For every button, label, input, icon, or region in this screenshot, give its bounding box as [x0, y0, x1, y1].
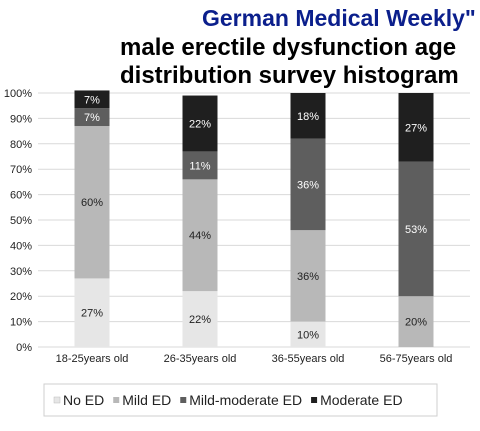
- y-tick-label: 90%: [10, 113, 32, 125]
- bar-data-label: 53%: [405, 224, 427, 236]
- y-tick-label: 50%: [10, 215, 32, 227]
- y-tick-label: 0%: [16, 342, 32, 354]
- bar-segment: [182, 291, 218, 347]
- bar-data-label: 36%: [297, 179, 319, 191]
- y-tick-label: 80%: [10, 139, 32, 151]
- legend-entry: Mild-moderate ED: [189, 392, 302, 408]
- x-category-label: 36-55years old: [272, 353, 345, 365]
- legend: No ED Mild ED Mild-moderate ED Moderate ED: [43, 383, 438, 417]
- x-category-label: 18-25years old: [56, 353, 129, 365]
- gridlines: [38, 92, 470, 348]
- bar-segment: [182, 151, 218, 180]
- bar-segment: [74, 278, 110, 347]
- bar-segment: [290, 321, 326, 347]
- bar-segment: [398, 296, 434, 347]
- bar-data-label: 27%: [81, 308, 103, 320]
- x-category-label: 26-35years old: [164, 353, 237, 365]
- bar-segment: [182, 95, 218, 152]
- bar-segment: [182, 179, 218, 292]
- bar-segment: [290, 230, 326, 322]
- bar-segment: [74, 126, 110, 279]
- bar-data-label: 27%: [405, 122, 427, 134]
- legend-entry: Mild ED: [122, 392, 171, 408]
- bar-data-label: 36%: [297, 271, 319, 283]
- y-tick-label: 40%: [10, 240, 32, 252]
- y-tick-label: 60%: [10, 190, 32, 202]
- bar-segment: [290, 93, 326, 139]
- bar-data-label: 22%: [189, 314, 211, 326]
- bar-data-label: 44%: [189, 230, 211, 242]
- bar-segment: [398, 161, 434, 297]
- bar-segment: [74, 90, 110, 109]
- legend-entry: Moderate ED: [320, 392, 402, 408]
- bar-data-label: 60%: [81, 197, 103, 209]
- legend-swatch: [113, 397, 120, 403]
- bar-segment: [398, 93, 434, 162]
- x-category-label: 56-75years old: [380, 353, 453, 365]
- bar-data-label: 10%: [297, 329, 319, 341]
- y-tick-label: 10%: [10, 317, 32, 329]
- y-tick-label: 20%: [10, 291, 32, 303]
- legend-swatch: [311, 397, 318, 403]
- bar-data-label: 18%: [297, 111, 319, 123]
- y-tick-label: 100%: [4, 88, 32, 100]
- y-tick-label: 30%: [10, 266, 32, 278]
- y-axis: 0% 10% 20% 30% 40% 50% 60% 70% 80% 90% 100%: [4, 88, 32, 354]
- legend-box: [43, 383, 438, 417]
- bar-data-label: 20%: [405, 317, 427, 329]
- bars: 27% 60% 7% 7% 22% 44% 11% 22% 10% 36% 36% 18% 20% 53%…: [74, 90, 434, 347]
- chart-title-line-2: distribution survey histogram: [120, 62, 459, 89]
- bar-data-label: 7%: [84, 112, 100, 124]
- x-axis: 18-25years old 26-35years old 36-55years o…: [56, 353, 453, 365]
- publication-title: German Medical Weekly": [202, 5, 476, 31]
- bar-segment: [74, 108, 110, 127]
- legend-swatch: [53, 396, 61, 404]
- y-tick-label: 70%: [10, 164, 32, 176]
- bar-data-label: 7%: [84, 94, 100, 106]
- bar-data-label: 11%: [189, 160, 210, 172]
- legend-entry: No ED: [63, 392, 104, 408]
- bar-data-label: 22%: [189, 118, 211, 130]
- bar-segment: [290, 138, 326, 231]
- chart-title-line-1: male erectile dysfunction age: [120, 34, 456, 61]
- legend-swatch: [180, 397, 187, 403]
